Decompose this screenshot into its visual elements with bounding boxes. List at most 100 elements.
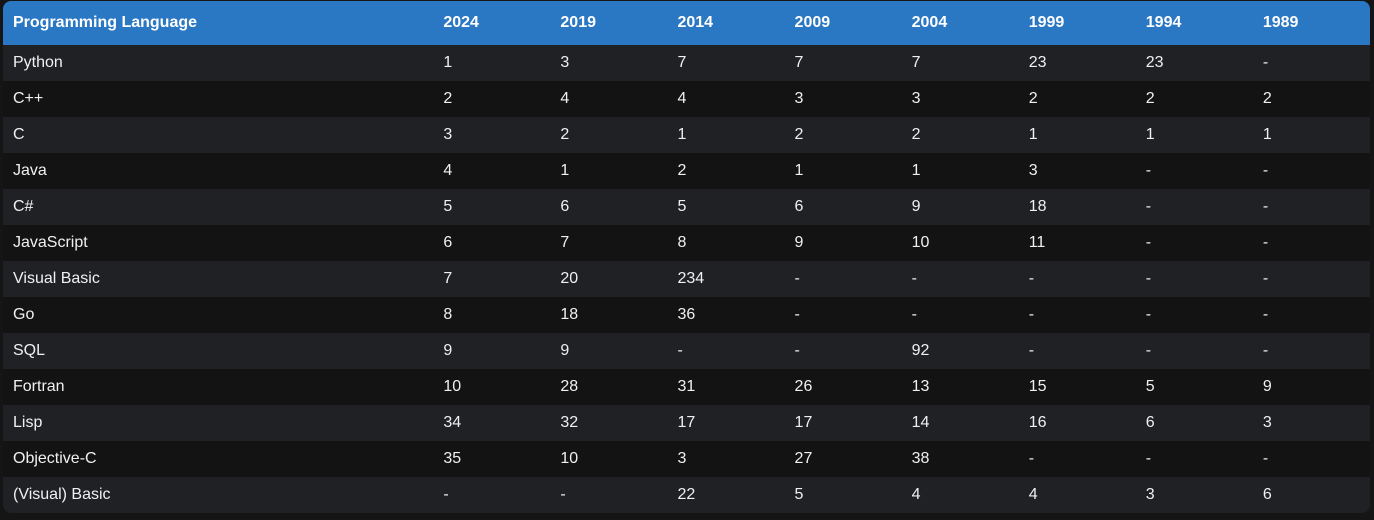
rank-cell: 6	[794, 198, 804, 215]
rank-cell: -	[1028, 306, 1035, 323]
rank-cell: -	[1028, 450, 1035, 467]
rank-cell: -	[1145, 450, 1152, 467]
rank-cell: 6	[1145, 414, 1155, 431]
rank-cell: 9	[1262, 378, 1272, 395]
rank-cell: -	[1262, 342, 1269, 359]
rank-cell: 6	[1262, 486, 1272, 503]
header-year-1989: 1989	[1262, 14, 1299, 31]
rank-cell: 22	[677, 486, 696, 503]
rank-cell: 4	[1028, 486, 1038, 503]
rank-cell: 10	[911, 234, 930, 251]
rank-cell: 34	[443, 414, 462, 431]
language-name-cell: Fortran	[13, 378, 65, 395]
language-name-cell: Visual Basic	[13, 270, 100, 287]
rank-cell: -	[1028, 342, 1035, 359]
rank-cell: -	[794, 270, 800, 287]
rank-cell: 31	[677, 378, 696, 395]
rank-cell: -	[1262, 234, 1269, 251]
language-ranking-table: Programming Language 2024 2019 2014 2009…	[3, 1, 1370, 513]
language-name-cell: Go	[13, 306, 35, 323]
rank-cell: -	[1262, 198, 1269, 215]
rank-cell: 1	[1028, 126, 1038, 143]
rank-cell: 23	[1145, 54, 1164, 71]
rank-cell: 17	[794, 414, 813, 431]
rank-cell: 1	[677, 126, 687, 143]
rank-cell: 1	[443, 54, 453, 71]
rank-cell: -	[1145, 162, 1152, 179]
table-header: Programming Language 2024 2019 2014 2009…	[3, 1, 1370, 45]
rank-cell: 5	[677, 198, 687, 215]
language-name-cell: C	[13, 126, 25, 143]
rank-cell: 26	[794, 378, 813, 395]
header-year-2009: 2009	[794, 14, 831, 31]
table-row: JavaScript 6 7 8 9 10 11 - -	[3, 225, 1370, 261]
rank-cell: 7	[794, 54, 804, 71]
rank-cell: 234	[677, 270, 705, 287]
language-name-cell: Lisp	[13, 414, 43, 431]
rank-cell: 1	[1145, 126, 1155, 143]
language-name-cell: JavaScript	[13, 234, 88, 251]
language-name-cell: Python	[13, 54, 63, 71]
rank-cell: 4	[443, 162, 453, 179]
rank-cell: -	[1145, 198, 1152, 215]
rank-cell: 7	[443, 270, 453, 287]
rank-cell: 2	[911, 126, 921, 143]
rank-cell: 10	[443, 378, 462, 395]
header-year-2004: 2004	[911, 14, 948, 31]
rank-cell: 18	[560, 306, 579, 323]
rank-cell: 2	[1145, 90, 1155, 107]
rank-cell: 8	[443, 306, 453, 323]
header-year-2019: 2019	[560, 14, 596, 31]
rank-cell: 2	[677, 162, 687, 179]
table-row: Fortran 10 28 31 26 13 15 5 9	[3, 369, 1370, 405]
table-row: Objective-C 35 10 3 27 38 - - -	[3, 441, 1370, 477]
rank-cell: 4	[911, 486, 921, 503]
rank-cell: -	[911, 270, 917, 287]
rank-cell: 3	[1145, 486, 1155, 503]
table-row: Visual Basic 7 20 234 - - - - -	[3, 261, 1370, 297]
rank-cell: 1	[560, 162, 570, 179]
rank-cell: 1	[794, 162, 804, 179]
rank-cell: -	[1262, 270, 1269, 287]
rank-cell: 18	[1028, 198, 1047, 215]
header-row: Programming Language 2024 2019 2014 2009…	[3, 1, 1370, 45]
rank-cell: 1	[1262, 126, 1272, 143]
table-row: Java 4 1 2 1 1 3 - -	[3, 153, 1370, 189]
rank-cell: 23	[1028, 54, 1047, 71]
language-name-cell: SQL	[13, 342, 46, 359]
rank-cell: 2	[443, 90, 453, 107]
rank-cell: -	[1262, 450, 1269, 467]
rank-cell: 5	[443, 198, 453, 215]
language-name-cell: (Visual) Basic	[13, 486, 111, 503]
rank-cell: -	[443, 486, 449, 503]
language-name-cell: Objective-C	[13, 450, 97, 467]
header-year-1999: 1999	[1028, 14, 1065, 31]
rank-cell: -	[1262, 54, 1269, 71]
language-name-cell: Java	[13, 162, 47, 179]
rank-cell: 5	[794, 486, 804, 503]
rank-cell: 20	[560, 270, 579, 287]
rank-cell: -	[1145, 342, 1152, 359]
rank-cell: 9	[794, 234, 804, 251]
rank-cell: 9	[911, 198, 921, 215]
rank-cell: 36	[677, 306, 696, 323]
rank-cell: 7	[911, 54, 921, 71]
rank-cell: 2	[1262, 90, 1272, 107]
rank-cell: 5	[1145, 378, 1155, 395]
rank-cell: 3	[911, 90, 921, 107]
rank-cell: -	[1145, 234, 1152, 251]
rank-cell: 2	[560, 126, 570, 143]
rank-cell: -	[1145, 270, 1152, 287]
rank-cell: -	[911, 306, 917, 323]
rank-cell: 4	[677, 90, 687, 107]
ranking-table-container: Programming Language 2024 2019 2014 2009…	[3, 1, 1370, 513]
rank-cell: 3	[794, 90, 804, 107]
rank-cell: 2	[1028, 90, 1038, 107]
rank-cell: 8	[677, 234, 687, 251]
rank-cell: -	[1028, 270, 1035, 287]
rank-cell: 27	[794, 450, 813, 467]
rank-cell: 3	[677, 450, 687, 467]
rank-cell: 11	[1028, 234, 1046, 251]
rank-cell: 13	[911, 378, 930, 395]
table-row: SQL 9 9 - - 92 - - -	[3, 333, 1370, 369]
